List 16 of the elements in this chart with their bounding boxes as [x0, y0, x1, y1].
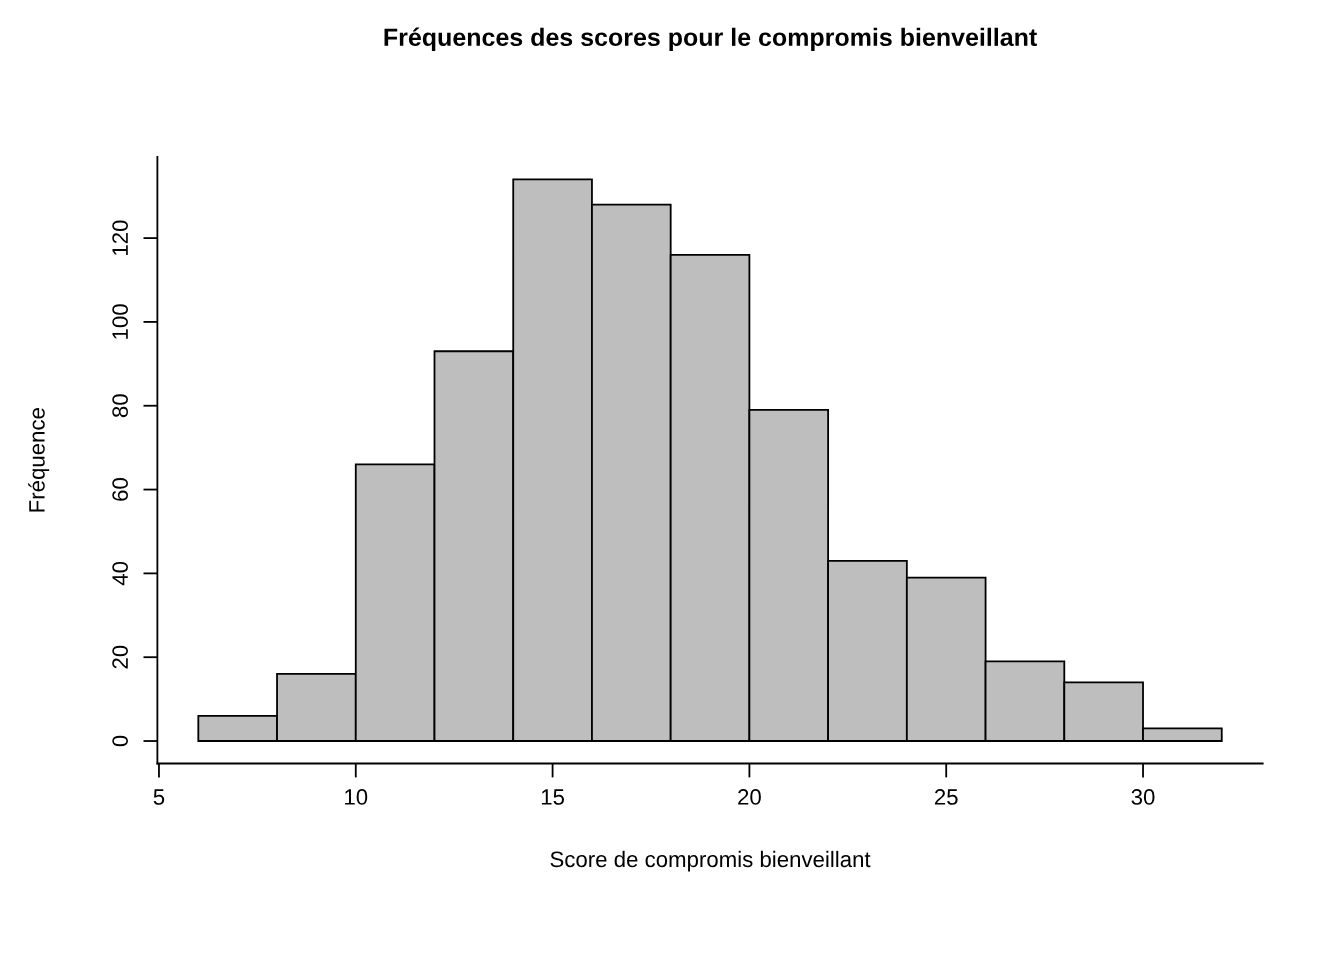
y-axis-title: Fréquence [28, 408, 50, 512]
x-tick-label: 20 [738, 789, 761, 805]
x-tick-label: 10 [345, 789, 368, 805]
y-tick-label: 60 [112, 478, 128, 501]
x-tick-label: 25 [934, 789, 958, 805]
y-tick-label: 40 [112, 561, 128, 586]
x-tick-label: 5 [153, 789, 165, 805]
y-tick-label: 20 [112, 645, 128, 669]
y-tick-label: 80 [112, 394, 128, 418]
x-tick-label: 15 [541, 789, 565, 805]
x-axis-title: Score de compromis bienveillant [550, 850, 871, 872]
y-tick-label: 120 [112, 220, 128, 255]
y-tick-label: 0 [112, 735, 128, 747]
x-tick-label: 30 [1131, 789, 1155, 805]
chart-title: Fréquences des scores pour le compromis bienveillant [384, 27, 1037, 52]
y-tick-label: 100 [112, 304, 128, 339]
